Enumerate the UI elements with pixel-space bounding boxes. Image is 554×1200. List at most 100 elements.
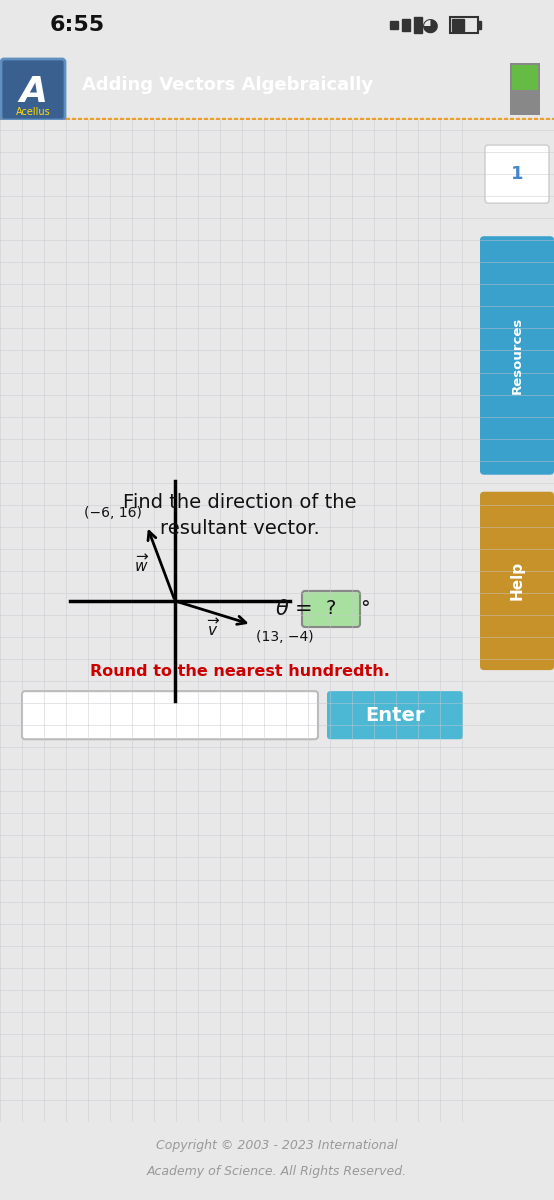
Text: Round to the nearest hundredth.: Round to the nearest hundredth.	[90, 664, 390, 679]
Text: Enter: Enter	[365, 706, 425, 725]
Bar	[480, 118, 483, 120]
Text: Academy of Science. All Rights Reserved.: Academy of Science. All Rights Reserved.	[147, 1165, 407, 1178]
Bar	[222, 118, 225, 120]
Bar	[432, 118, 435, 120]
Bar	[318, 118, 321, 120]
Bar	[486, 118, 489, 120]
Bar	[168, 118, 171, 120]
Bar	[162, 118, 165, 120]
Bar	[174, 118, 177, 120]
Bar	[90, 118, 93, 120]
Bar	[96, 118, 99, 120]
Bar	[348, 118, 351, 120]
FancyBboxPatch shape	[327, 691, 463, 739]
Text: Resources: Resources	[510, 317, 524, 394]
Bar	[282, 118, 285, 120]
Bar	[216, 118, 219, 120]
Bar	[330, 118, 333, 120]
Bar	[324, 118, 327, 120]
Bar	[246, 118, 249, 120]
Bar	[114, 118, 117, 120]
Bar	[150, 118, 153, 120]
Bar	[30, 118, 33, 120]
Bar	[84, 118, 87, 120]
Bar	[36, 118, 39, 120]
Bar	[378, 118, 381, 120]
Bar	[18, 118, 21, 120]
Bar	[510, 118, 513, 120]
Bar	[414, 17, 422, 32]
Bar	[516, 118, 519, 120]
Bar	[270, 118, 273, 120]
FancyBboxPatch shape	[1, 59, 65, 120]
Bar	[478, 20, 481, 29]
Bar	[390, 20, 398, 29]
Text: resultant vector.: resultant vector.	[160, 520, 320, 539]
Bar	[48, 118, 51, 120]
Bar	[78, 118, 81, 120]
Bar	[528, 118, 531, 120]
Text: Acellus: Acellus	[16, 107, 50, 116]
Bar	[138, 118, 141, 120]
Bar	[456, 118, 459, 120]
Bar	[156, 118, 159, 120]
Bar	[120, 118, 123, 120]
Text: $\overrightarrow{v}$: $\overrightarrow{v}$	[207, 618, 220, 640]
Bar	[438, 118, 441, 120]
Text: $\theta$ =: $\theta$ =	[275, 599, 314, 619]
Bar	[396, 118, 399, 120]
Bar	[198, 118, 201, 120]
Bar	[306, 118, 309, 120]
Bar	[390, 118, 393, 120]
Bar	[186, 118, 189, 120]
Bar	[144, 118, 147, 120]
Bar	[72, 118, 75, 120]
Bar	[180, 118, 183, 120]
Bar	[552, 118, 554, 120]
Bar	[0, 118, 3, 120]
FancyBboxPatch shape	[480, 492, 554, 670]
Bar	[12, 118, 15, 120]
Bar	[24, 118, 27, 120]
Bar	[312, 118, 315, 120]
Bar	[510, 62, 540, 115]
Bar	[522, 118, 525, 120]
Bar	[354, 118, 357, 120]
Bar	[342, 118, 345, 120]
Bar	[126, 118, 129, 120]
Bar	[132, 118, 135, 120]
Text: Help: Help	[510, 562, 525, 600]
Text: $\overrightarrow{w}$: $\overrightarrow{w}$	[134, 554, 149, 575]
Bar	[498, 118, 501, 120]
Text: Find the direction of the: Find the direction of the	[123, 493, 357, 512]
Bar	[336, 118, 339, 120]
Text: Adding Vectors Algebraically: Adding Vectors Algebraically	[82, 76, 373, 94]
Text: ?: ?	[326, 600, 336, 618]
Bar	[450, 118, 453, 120]
Text: (13, −4): (13, −4)	[257, 630, 314, 643]
Bar	[276, 118, 279, 120]
Bar	[408, 118, 411, 120]
Bar	[288, 118, 291, 120]
Bar	[42, 118, 45, 120]
Text: Copyright © 2003 - 2023 International: Copyright © 2003 - 2023 International	[156, 1140, 398, 1152]
Bar	[366, 118, 369, 120]
Bar	[6, 118, 9, 120]
Bar	[372, 118, 375, 120]
Bar	[264, 118, 267, 120]
Bar	[228, 118, 231, 120]
Bar	[54, 118, 57, 120]
Bar	[234, 118, 237, 120]
Bar	[204, 118, 207, 120]
Bar	[102, 118, 105, 120]
FancyBboxPatch shape	[485, 145, 549, 203]
Bar	[450, 17, 478, 32]
Bar	[492, 118, 495, 120]
Bar	[504, 118, 507, 120]
Bar	[540, 118, 543, 120]
Bar	[444, 118, 447, 120]
Bar	[300, 118, 303, 120]
Bar	[66, 118, 69, 120]
Text: °: °	[360, 600, 370, 618]
Text: A: A	[19, 74, 47, 109]
